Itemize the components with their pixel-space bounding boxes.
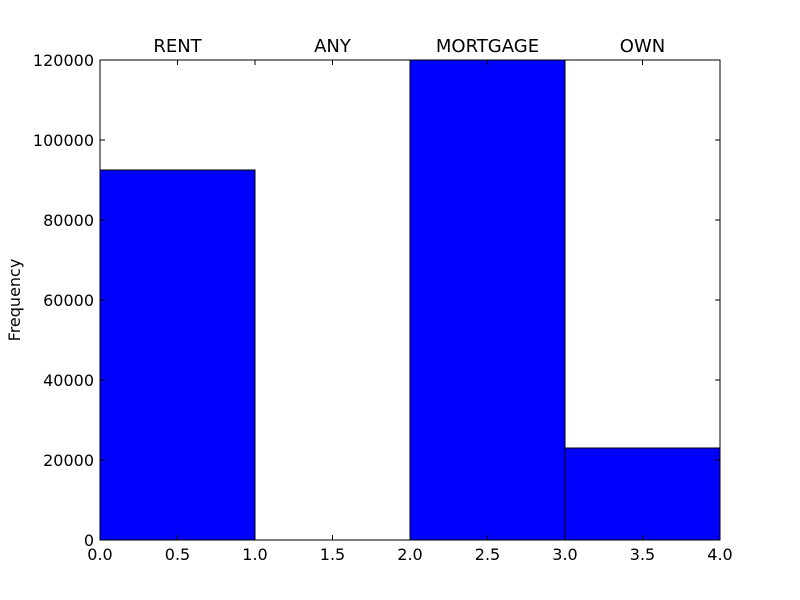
bar-own: [564, 447, 721, 541]
x-tick-label: 3.0: [552, 545, 577, 564]
x-tick-label: 3.5: [630, 545, 655, 564]
y-tick-label: 80000: [43, 211, 94, 230]
category-label-mortgage: MORTGAGE: [436, 36, 539, 57]
y-tick-label: 20000: [43, 451, 94, 470]
y-tick-label: 60000: [43, 291, 94, 310]
x-tick-label: 0.5: [165, 545, 190, 564]
category-label-own: OWN: [620, 36, 665, 57]
y-axis-label: Frequency: [5, 259, 24, 342]
x-tick-label: 1.5: [320, 545, 345, 564]
category-labels: RENT ANY MORTGAGE OWN: [153, 36, 665, 57]
x-tick-label: 4.0: [707, 545, 732, 564]
y-tick-label: 0: [84, 531, 94, 550]
bars-group: [99, 59, 721, 541]
y-tick-label: 40000: [43, 371, 94, 390]
y-tick-label: 120000: [33, 51, 94, 70]
ticks-group: [99, 59, 721, 541]
bar-mortgage: [409, 59, 566, 541]
x-tick-labels: 0.0 0.5 1.0 1.5 2.0 2.5 3.0 3.5 4.0: [87, 545, 732, 564]
category-label-rent: RENT: [153, 36, 202, 57]
category-label-any: ANY: [314, 36, 352, 57]
x-tick-label: 2.5: [475, 545, 500, 564]
x-tick-label: 1.0: [242, 545, 267, 564]
y-tick-labels: 0 20000 40000 60000 80000 100000 120000: [33, 51, 94, 550]
bar-rent: [99, 169, 256, 541]
x-tick-label: 2.0: [397, 545, 422, 564]
x-tick-label: 0.0: [87, 545, 112, 564]
y-tick-label: 100000: [33, 131, 94, 150]
